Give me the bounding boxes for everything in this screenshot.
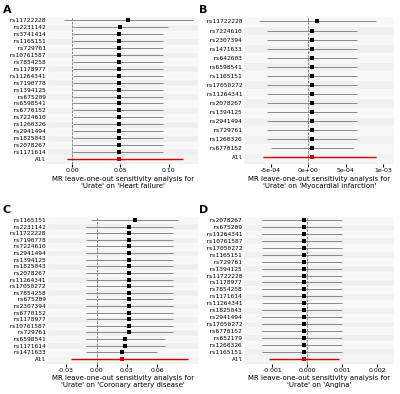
Text: A: A <box>3 6 12 15</box>
Bar <box>244 355 394 362</box>
Bar <box>244 327 394 335</box>
Text: B: B <box>199 6 208 15</box>
Bar <box>48 31 198 38</box>
Bar <box>48 114 198 121</box>
Bar <box>244 300 394 307</box>
X-axis label: MR leave-one-out sensitivity analysis for
'Urate' on 'Coronary artery disease': MR leave-one-out sensitivity analysis fo… <box>52 375 194 388</box>
Bar <box>48 217 198 223</box>
Bar <box>48 155 198 162</box>
Bar <box>244 153 394 162</box>
Bar <box>48 230 198 236</box>
Bar <box>48 349 198 355</box>
Bar <box>244 286 394 293</box>
Bar <box>48 336 198 342</box>
Bar <box>48 296 198 303</box>
Bar <box>48 86 198 93</box>
Bar <box>244 217 394 224</box>
Bar <box>48 100 198 107</box>
Bar <box>244 89 394 98</box>
X-axis label: MR leave-one-out sensitivity analysis for
'Urate' on 'Heart failure': MR leave-one-out sensitivity analysis fo… <box>52 176 194 189</box>
Text: D: D <box>199 205 208 215</box>
Bar <box>244 258 394 265</box>
Bar <box>48 309 198 316</box>
Bar <box>48 355 198 362</box>
Bar <box>244 230 394 238</box>
Bar <box>244 71 394 80</box>
Bar <box>244 341 394 348</box>
Text: C: C <box>3 205 11 215</box>
Bar <box>48 256 198 263</box>
Bar <box>48 72 198 79</box>
Bar <box>48 45 198 52</box>
Bar <box>244 53 394 62</box>
Bar <box>244 35 394 44</box>
Bar <box>48 323 198 329</box>
Bar <box>244 314 394 321</box>
X-axis label: MR leave-one-out sensitivity analysis for
'Urate' on 'Angina': MR leave-one-out sensitivity analysis fo… <box>248 375 390 388</box>
Bar <box>48 269 198 276</box>
Bar <box>48 283 198 290</box>
Bar <box>48 17 198 24</box>
Bar <box>244 244 394 251</box>
Bar <box>244 126 394 135</box>
Bar <box>48 58 198 65</box>
Bar <box>48 141 198 149</box>
Bar <box>48 243 198 250</box>
X-axis label: MR leave-one-out sensitivity analysis for
'Urate' on 'Myocardial infarction': MR leave-one-out sensitivity analysis fo… <box>248 176 390 189</box>
Bar <box>244 17 394 26</box>
Bar <box>244 108 394 117</box>
Bar <box>244 272 394 279</box>
Bar <box>48 128 198 135</box>
Bar <box>244 144 394 153</box>
